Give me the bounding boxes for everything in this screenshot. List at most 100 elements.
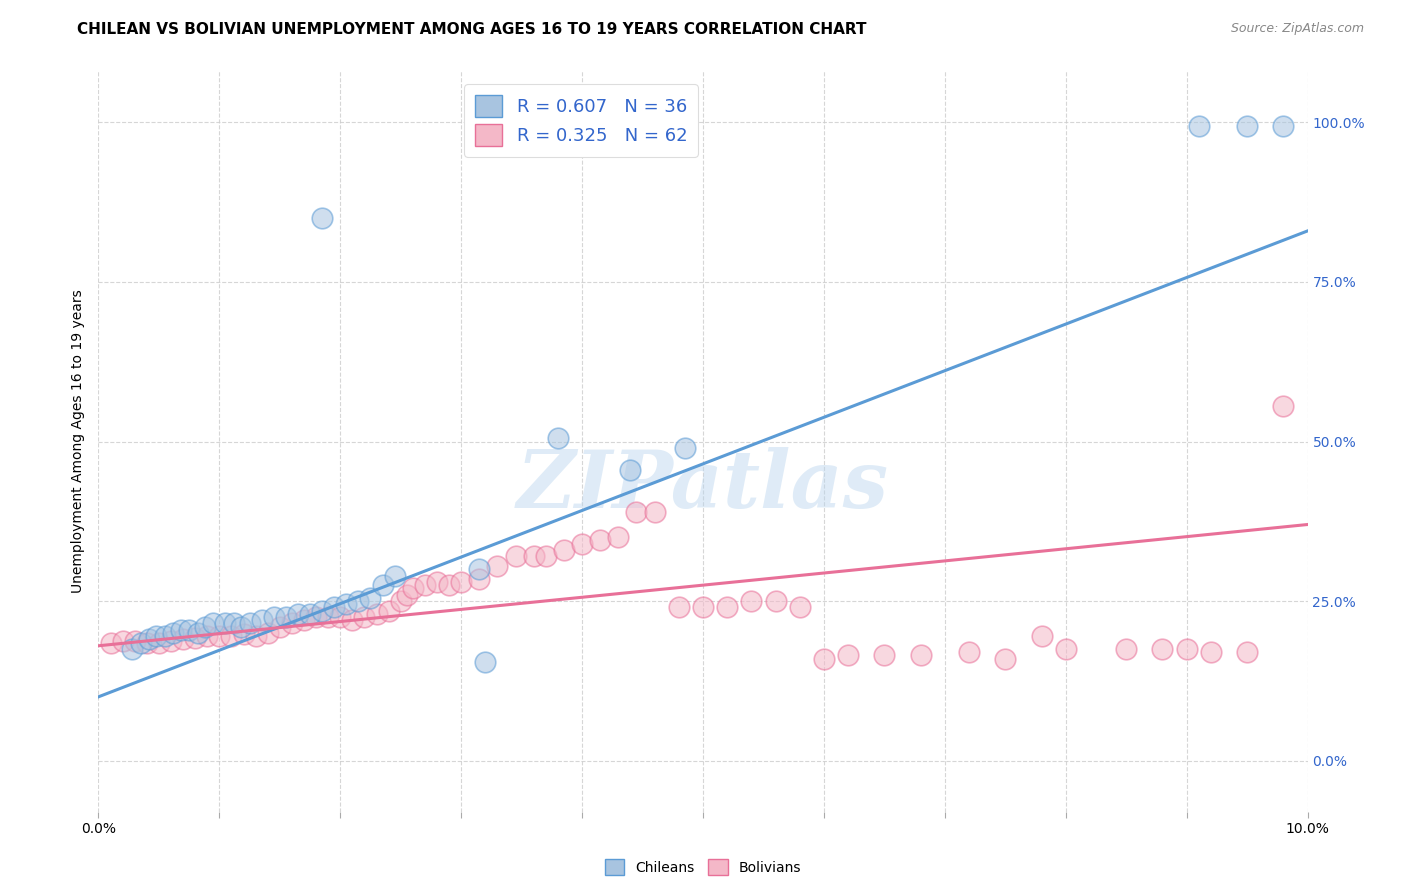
Point bbox=[377, 604, 399, 618]
Point bbox=[1272, 119, 1295, 133]
Text: Source: ZipAtlas.com: Source: ZipAtlas.com bbox=[1230, 22, 1364, 36]
Point bbox=[426, 574, 449, 589]
Point bbox=[668, 600, 690, 615]
Point bbox=[1031, 629, 1053, 643]
Point bbox=[765, 594, 787, 608]
Point bbox=[740, 594, 762, 608]
Point bbox=[389, 594, 412, 608]
Point bbox=[292, 613, 315, 627]
Text: ZIPatlas: ZIPatlas bbox=[517, 447, 889, 524]
Point bbox=[789, 600, 811, 615]
Point bbox=[1199, 645, 1222, 659]
Point bbox=[534, 549, 557, 564]
Point bbox=[553, 543, 575, 558]
Point bbox=[184, 631, 207, 645]
Point bbox=[371, 578, 394, 592]
Point bbox=[229, 619, 252, 633]
Point bbox=[468, 562, 491, 576]
Point bbox=[360, 591, 382, 605]
Point bbox=[202, 616, 225, 631]
Point bbox=[232, 627, 254, 641]
Point bbox=[1152, 642, 1174, 657]
Point bbox=[1115, 642, 1137, 657]
Point bbox=[994, 651, 1017, 665]
Point bbox=[692, 600, 714, 615]
Point bbox=[1188, 119, 1211, 133]
Text: CHILEAN VS BOLIVIAN UNEMPLOYMENT AMONG AGES 16 TO 19 YEARS CORRELATION CHART: CHILEAN VS BOLIVIAN UNEMPLOYMENT AMONG A… bbox=[77, 22, 868, 37]
Point bbox=[138, 632, 160, 647]
Point bbox=[250, 613, 273, 627]
Point bbox=[619, 463, 641, 477]
Point bbox=[366, 607, 388, 621]
Point bbox=[281, 616, 304, 631]
Point bbox=[162, 626, 184, 640]
Legend: Chileans, Bolivians: Chileans, Bolivians bbox=[599, 854, 807, 880]
Point bbox=[1272, 400, 1295, 414]
Point bbox=[468, 572, 491, 586]
Point bbox=[153, 629, 176, 643]
Legend: R = 0.607   N = 36, R = 0.325   N = 62: R = 0.607 N = 36, R = 0.325 N = 62 bbox=[464, 84, 697, 157]
Point bbox=[221, 629, 243, 643]
Point bbox=[474, 655, 496, 669]
Point bbox=[245, 629, 267, 643]
Point bbox=[194, 619, 217, 633]
Point bbox=[145, 629, 167, 643]
Point bbox=[179, 623, 201, 637]
Point bbox=[384, 568, 406, 582]
Point bbox=[813, 651, 835, 665]
Point bbox=[305, 610, 328, 624]
Point bbox=[486, 559, 509, 574]
Point bbox=[505, 549, 527, 564]
Point bbox=[299, 607, 322, 621]
Point bbox=[287, 607, 309, 621]
Point bbox=[402, 582, 425, 596]
Point bbox=[316, 610, 339, 624]
Point bbox=[148, 635, 170, 649]
Point bbox=[335, 597, 357, 611]
Point bbox=[673, 441, 696, 455]
Point bbox=[172, 632, 194, 647]
Point bbox=[187, 626, 209, 640]
Point bbox=[1054, 642, 1077, 657]
Point bbox=[269, 619, 291, 633]
Point bbox=[1175, 642, 1198, 657]
Point bbox=[607, 530, 630, 544]
Point bbox=[589, 533, 612, 548]
Point bbox=[523, 549, 546, 564]
Point bbox=[873, 648, 896, 663]
Point bbox=[129, 635, 152, 649]
Point bbox=[910, 648, 932, 663]
Point bbox=[239, 616, 262, 631]
Point bbox=[395, 588, 418, 602]
Point bbox=[256, 626, 278, 640]
Point bbox=[450, 574, 472, 589]
Point bbox=[437, 578, 460, 592]
Point bbox=[323, 600, 346, 615]
Point bbox=[135, 635, 157, 649]
Point bbox=[111, 633, 134, 648]
Point bbox=[347, 594, 370, 608]
Point bbox=[160, 633, 183, 648]
Point bbox=[214, 616, 236, 631]
Point bbox=[353, 610, 375, 624]
Point bbox=[1236, 119, 1258, 133]
Point bbox=[311, 211, 333, 226]
Point bbox=[222, 616, 245, 631]
Point bbox=[957, 645, 980, 659]
Point bbox=[342, 613, 364, 627]
Point bbox=[413, 578, 436, 592]
Point bbox=[121, 642, 143, 657]
Point bbox=[169, 623, 191, 637]
Point bbox=[263, 610, 285, 624]
Point bbox=[100, 635, 122, 649]
Point bbox=[547, 431, 569, 445]
Point bbox=[208, 629, 231, 643]
Point bbox=[124, 633, 146, 648]
Point bbox=[716, 600, 738, 615]
Y-axis label: Unemployment Among Ages 16 to 19 years: Unemployment Among Ages 16 to 19 years bbox=[72, 290, 86, 593]
Point bbox=[644, 505, 666, 519]
Point bbox=[274, 610, 297, 624]
Point bbox=[837, 648, 859, 663]
Point bbox=[195, 629, 218, 643]
Point bbox=[329, 610, 352, 624]
